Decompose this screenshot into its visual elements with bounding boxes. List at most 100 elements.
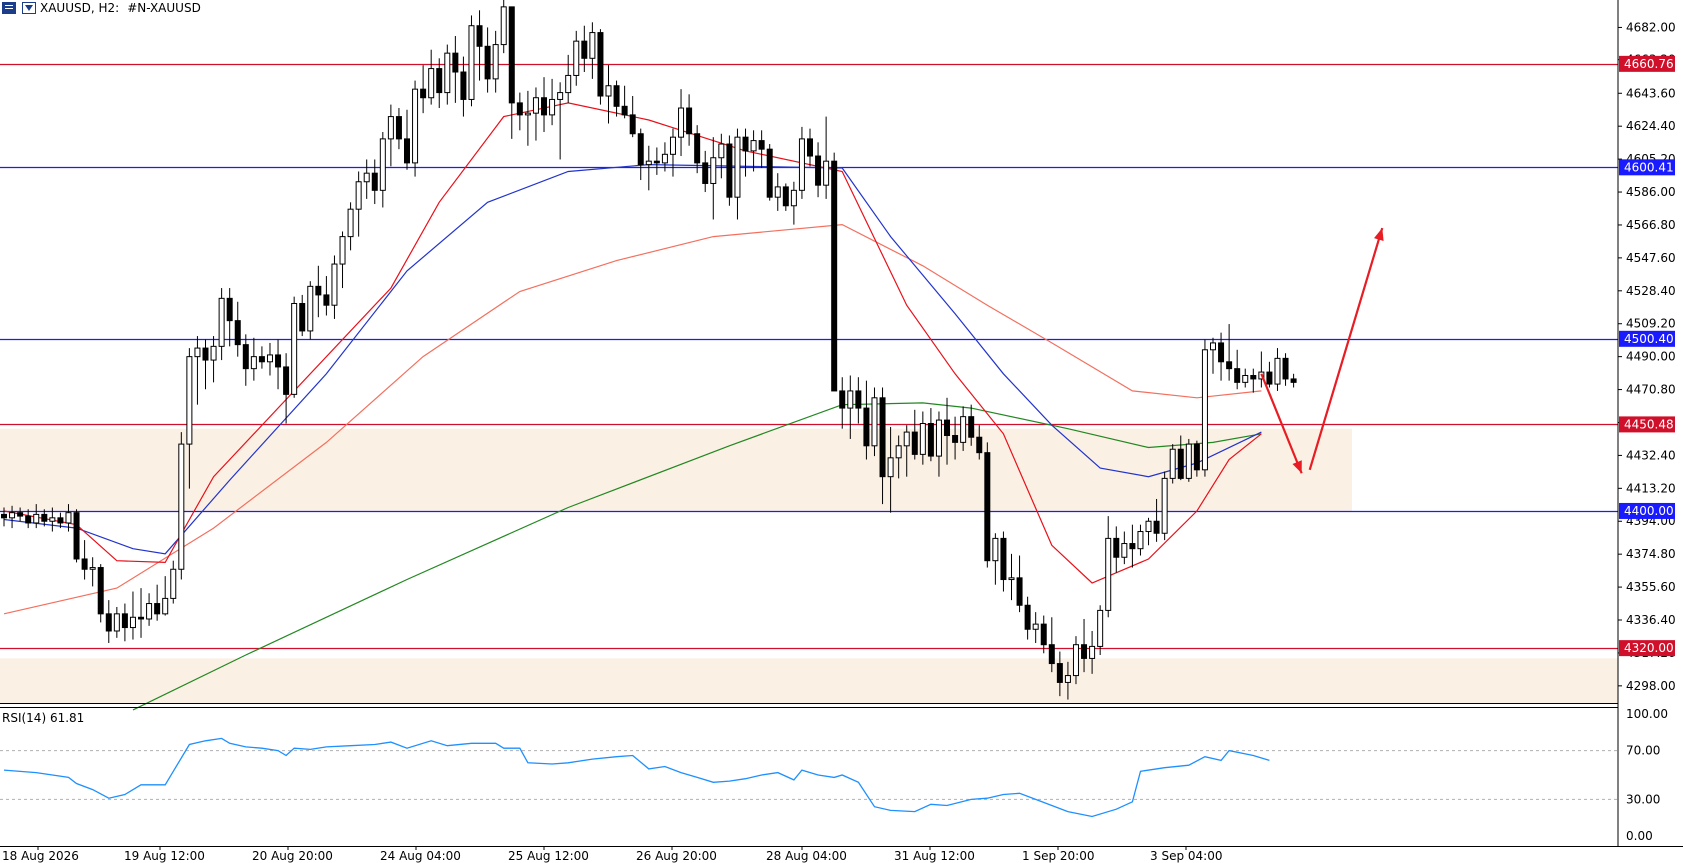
candle-body	[146, 603, 153, 620]
level-tag: 4450.48	[1619, 416, 1675, 433]
candle-body	[742, 136, 749, 152]
candle	[798, 126, 805, 199]
candle	[57, 512, 64, 529]
candle-body	[1064, 675, 1071, 683]
candle-body	[766, 148, 773, 198]
level-tag-text: 4320.00	[1624, 641, 1674, 655]
candle	[790, 181, 797, 225]
candle	[661, 142, 668, 172]
candle	[420, 65, 427, 114]
candle	[178, 432, 185, 580]
rsi-level-label: 0.00	[1626, 829, 1653, 843]
candle	[9, 505, 16, 529]
candle	[412, 80, 419, 177]
arrow-head-icon	[1292, 460, 1302, 474]
candle	[621, 85, 628, 119]
rsi-panel: RSI(14) 61.81 100.00 70.00 30.00 0.00	[0, 707, 1668, 843]
candles	[1, 0, 1297, 700]
candle	[355, 171, 362, 237]
time-label: 31 Aug 12:00	[894, 849, 975, 863]
candle	[968, 404, 975, 446]
candle	[613, 80, 620, 117]
candle-body	[952, 435, 959, 443]
candle-body	[919, 423, 926, 455]
candle	[444, 44, 451, 105]
candle-body	[323, 294, 330, 306]
candle-body	[1024, 604, 1031, 630]
rsi-level-label: 100.00	[1626, 707, 1668, 721]
level-tag: 4400.00	[1619, 502, 1675, 519]
candle-body	[363, 172, 370, 183]
level-tag-bg	[1619, 55, 1675, 72]
candle-body	[25, 515, 32, 524]
candle	[1089, 630, 1096, 674]
level-tag: 4660.76	[1619, 55, 1675, 72]
candle-body	[1218, 342, 1225, 363]
candle-body	[976, 436, 983, 454]
candle	[1282, 353, 1289, 386]
candle-body	[154, 603, 161, 615]
candle-body	[686, 107, 693, 135]
candle	[323, 276, 330, 316]
candle	[710, 137, 717, 220]
forecast-arrows[interactable]	[1260, 227, 1384, 474]
candle-body	[242, 344, 249, 370]
candle	[831, 152, 838, 392]
candle	[1226, 324, 1233, 381]
candle	[89, 557, 96, 587]
candle-body	[508, 6, 515, 104]
candle-body	[202, 347, 209, 361]
candle-body	[492, 44, 499, 80]
candle	[758, 130, 765, 169]
candle	[1129, 524, 1136, 568]
candle-body	[266, 354, 273, 363]
candle	[1185, 438, 1192, 482]
candle	[597, 29, 604, 105]
candle-body	[911, 431, 918, 455]
candle	[1258, 351, 1265, 388]
candle-body	[1234, 368, 1241, 383]
candle	[1169, 444, 1176, 484]
candle-body	[218, 297, 225, 347]
forecast-arrow-line[interactable]	[1308, 227, 1384, 471]
candle-body	[339, 236, 346, 265]
rsi-label: RSI(14) 61.81	[2, 711, 84, 725]
forecast-arrow-line[interactable]	[1260, 373, 1303, 474]
candle	[468, 15, 475, 107]
candle	[823, 116, 830, 199]
level-tag-bg	[1619, 330, 1675, 347]
candle	[162, 576, 169, 616]
candle	[1161, 471, 1168, 541]
arrow-head-icon	[1374, 228, 1384, 241]
candle-body	[557, 92, 564, 100]
time-label: 19 Aug 12:00	[124, 849, 205, 863]
one-click-trading-icon[interactable]	[22, 2, 36, 14]
candle	[387, 104, 394, 167]
price-label: 4470.80	[1626, 383, 1676, 397]
candle	[976, 425, 983, 460]
candle	[226, 288, 233, 347]
candle	[81, 540, 88, 580]
candle	[887, 426, 894, 513]
candle-body	[903, 431, 910, 447]
level-tag-text: 4450.48	[1624, 417, 1674, 431]
level-tag-bg	[1619, 416, 1675, 433]
candle-body	[452, 52, 459, 73]
candle	[541, 77, 548, 133]
chart-header: XAUUSD, H2: #N-XAUUSD	[0, 0, 201, 16]
time-label: 20 Aug 20:00	[252, 849, 333, 863]
price-label: 4490.00	[1626, 350, 1676, 364]
candle-body	[694, 133, 701, 164]
candle-body	[9, 512, 16, 519]
chart-menu-icon[interactable]	[2, 2, 16, 14]
candle	[742, 128, 749, 177]
candle	[573, 30, 580, 86]
candle-body	[1161, 477, 1168, 534]
time-label: 24 Aug 04:00	[380, 849, 461, 863]
candle	[25, 509, 32, 529]
candle-body	[1274, 357, 1281, 385]
candle	[234, 301, 241, 357]
candle-body	[275, 354, 282, 368]
candle-body	[863, 407, 870, 447]
